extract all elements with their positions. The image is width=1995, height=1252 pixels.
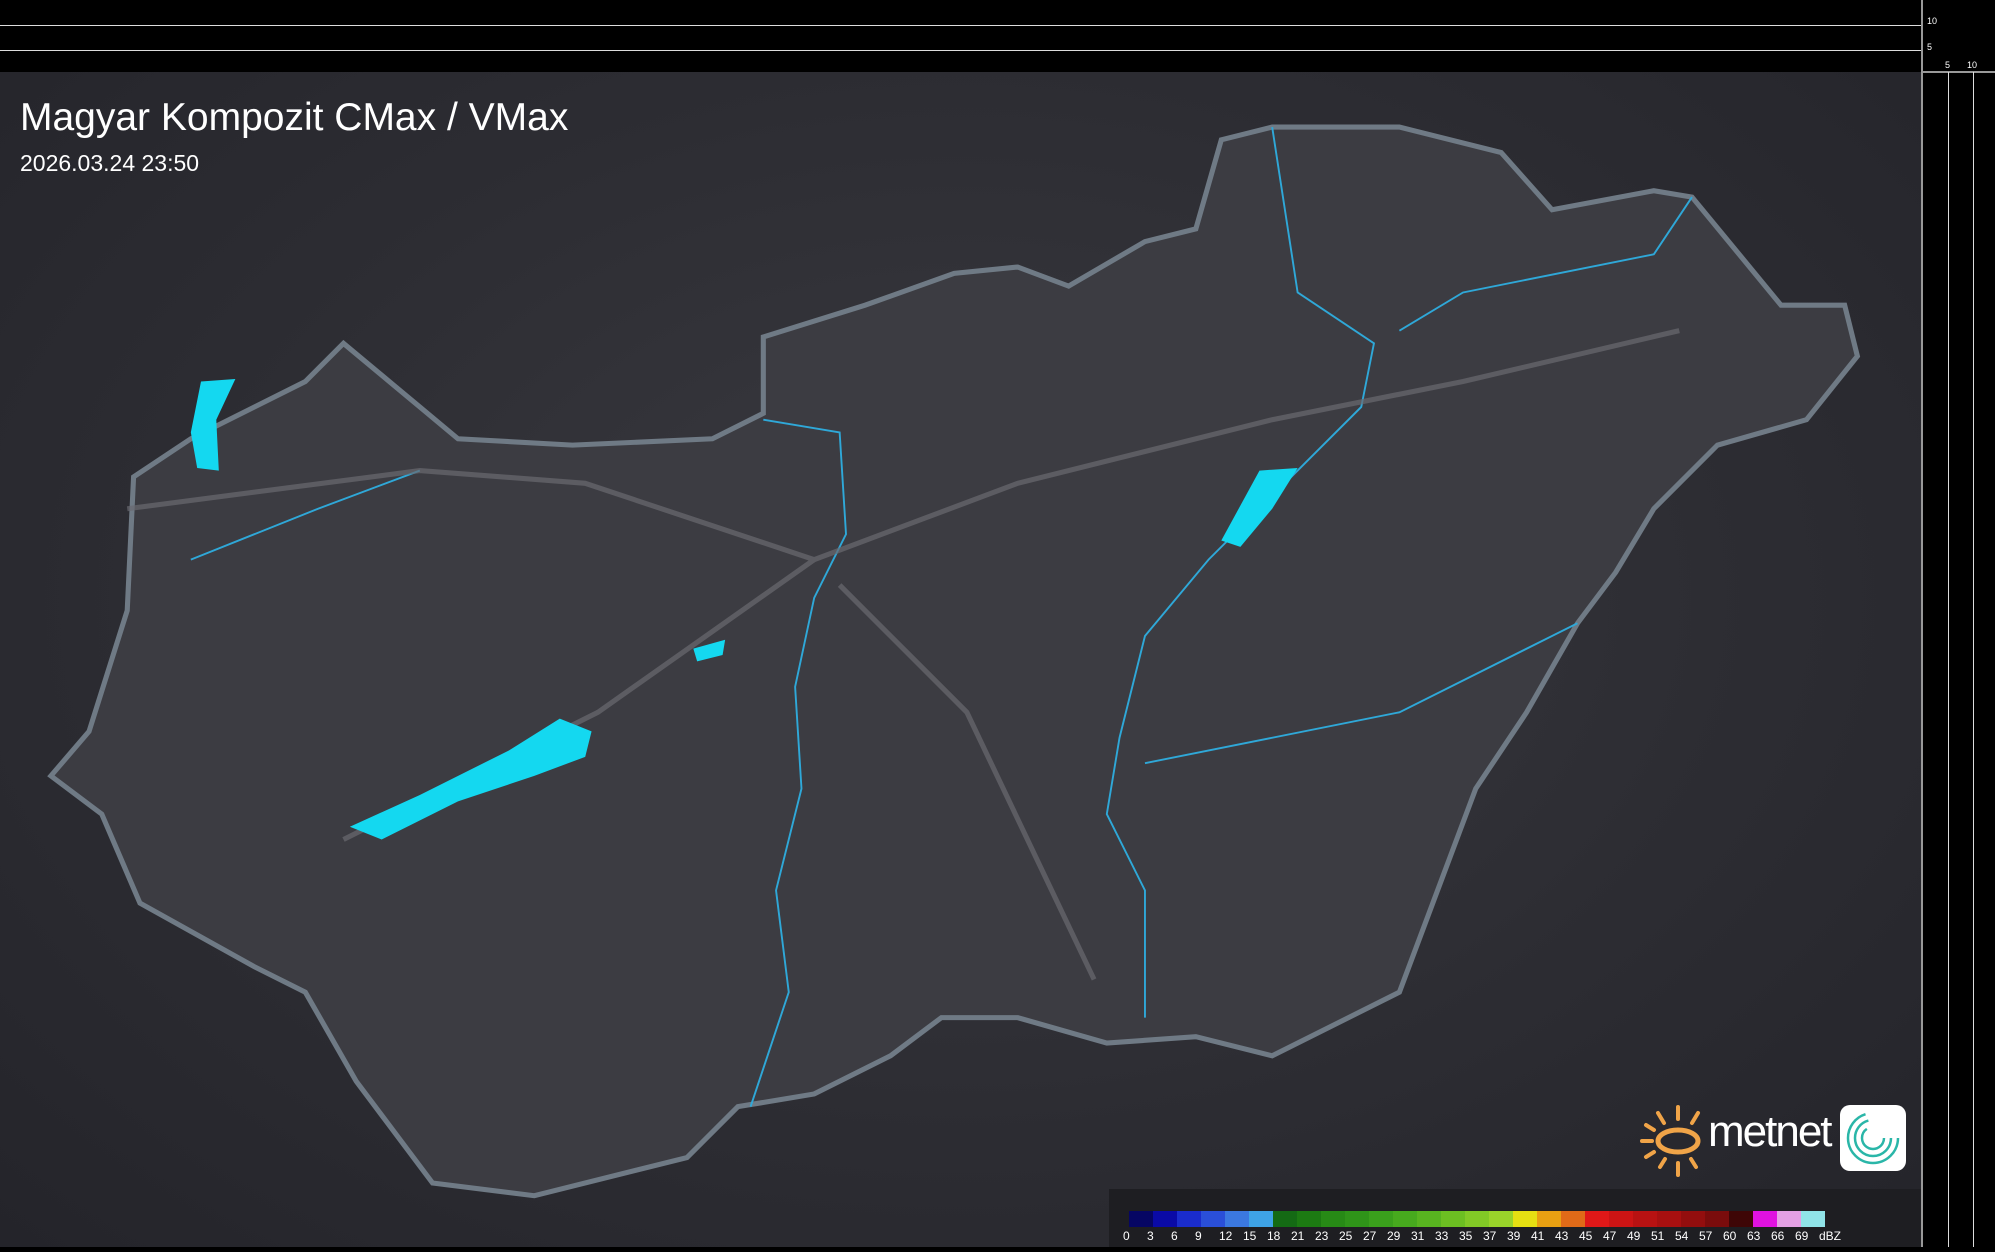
legend-swatch bbox=[1561, 1211, 1585, 1227]
legend-swatch bbox=[1465, 1211, 1489, 1227]
metnet-logo: metnet bbox=[1638, 1103, 1908, 1178]
legend-swatch bbox=[1513, 1211, 1537, 1227]
legend-label: 12 bbox=[1219, 1229, 1233, 1243]
legend-label: 54 bbox=[1675, 1229, 1689, 1243]
legend-swatch bbox=[1681, 1211, 1705, 1227]
legend-swatch bbox=[1585, 1211, 1609, 1227]
legend-swatch bbox=[1129, 1211, 1153, 1227]
legend-label: 37 bbox=[1483, 1229, 1497, 1243]
country-outline bbox=[47, 124, 1861, 1199]
tick-label: 5 bbox=[1945, 60, 1951, 70]
legend-swatch bbox=[1297, 1211, 1321, 1227]
legend-labels: 0 3 6 9 12 15 18 21 23 25 27 29 31 33 35 37 39 41 43 45 47 49… bbox=[1123, 1229, 1843, 1243]
legend-swatch bbox=[1201, 1211, 1225, 1227]
legend-label: 18 bbox=[1267, 1229, 1281, 1243]
legend-swatch bbox=[1441, 1211, 1465, 1227]
legend-label: 35 bbox=[1459, 1229, 1473, 1243]
legend-label: 33 bbox=[1435, 1229, 1449, 1243]
right-profile-panel: 10 5 5 10 bbox=[1921, 0, 1995, 1247]
legend-swatch bbox=[1609, 1211, 1633, 1227]
legend-swatch bbox=[1249, 1211, 1273, 1227]
lakes bbox=[190, 378, 1298, 840]
profile-line-5 bbox=[1948, 72, 1949, 1247]
legend-label: 43 bbox=[1555, 1229, 1569, 1243]
legend-unit: dBZ bbox=[1819, 1229, 1842, 1243]
divider bbox=[1923, 71, 1995, 73]
legend-label: 66 bbox=[1771, 1229, 1785, 1243]
legend-label: 69 bbox=[1795, 1229, 1809, 1243]
legend-label: 23 bbox=[1315, 1229, 1329, 1243]
legend-label: 63 bbox=[1747, 1229, 1761, 1243]
top-profile-panel bbox=[0, 0, 1995, 72]
legend-label: 0 bbox=[1123, 1229, 1130, 1243]
radar-app-icon bbox=[1840, 1105, 1906, 1171]
legend-label: 21 bbox=[1291, 1229, 1305, 1243]
legend-label: 47 bbox=[1603, 1229, 1617, 1243]
legend-swatch bbox=[1177, 1211, 1201, 1227]
legend-swatch bbox=[1777, 1211, 1801, 1227]
legend-swatch bbox=[1729, 1211, 1753, 1227]
legend-swatch bbox=[1753, 1211, 1777, 1227]
legend-swatch bbox=[1489, 1211, 1513, 1227]
legend-label: 45 bbox=[1579, 1229, 1593, 1243]
page-title: Magyar Kompozit CMax / VMax bbox=[20, 96, 569, 139]
legend-swatch bbox=[1537, 1211, 1561, 1227]
legend-swatch bbox=[1369, 1211, 1393, 1227]
legend-swatch bbox=[1345, 1211, 1369, 1227]
lake-tisza bbox=[1221, 468, 1298, 547]
legend-swatch bbox=[1321, 1211, 1345, 1227]
legend-swatch bbox=[1633, 1211, 1657, 1227]
legend-label: 27 bbox=[1363, 1229, 1377, 1243]
legend-swatches bbox=[1129, 1211, 1825, 1227]
legend-swatch bbox=[1225, 1211, 1249, 1227]
radar-map[interactable] bbox=[0, 72, 1921, 1247]
legend-swatch bbox=[1153, 1211, 1177, 1227]
tick-label: 5 bbox=[1927, 42, 1933, 52]
legend-label: 60 bbox=[1723, 1229, 1737, 1243]
profile-line-10 bbox=[0, 25, 1921, 26]
legend-label: 29 bbox=[1387, 1229, 1401, 1243]
logo-text: metnet bbox=[1708, 1107, 1833, 1156]
dbz-color-legend: 0 3 6 9 12 15 18 21 23 25 27 29 31 33 35 37 39 41 43 45 47 49… bbox=[1109, 1189, 1921, 1247]
legend-label: 9 bbox=[1195, 1229, 1202, 1243]
legend-label: 49 bbox=[1627, 1229, 1641, 1243]
tick-label: 10 bbox=[1967, 60, 1978, 70]
profile-line-5 bbox=[0, 50, 1921, 51]
lake-balaton bbox=[349, 718, 592, 840]
sun-icon bbox=[1640, 1105, 1701, 1177]
legend-swatch bbox=[1417, 1211, 1441, 1227]
tick-label: 10 bbox=[1927, 16, 1938, 26]
profile-line-10 bbox=[1973, 72, 1974, 1247]
legend-label: 25 bbox=[1339, 1229, 1353, 1243]
legend-swatch bbox=[1657, 1211, 1681, 1227]
legend-label: 41 bbox=[1531, 1229, 1545, 1243]
legend-label: 6 bbox=[1171, 1229, 1178, 1243]
legend-label: 15 bbox=[1243, 1229, 1257, 1243]
legend-label: 51 bbox=[1651, 1229, 1665, 1243]
legend-label: 3 bbox=[1147, 1229, 1154, 1243]
legend-swatch bbox=[1801, 1211, 1825, 1227]
legend-swatch bbox=[1393, 1211, 1417, 1227]
legend-label: 57 bbox=[1699, 1229, 1713, 1243]
legend-swatch bbox=[1273, 1211, 1297, 1227]
timestamp: 2026.03.24 23:50 bbox=[20, 150, 200, 176]
legend-label: 39 bbox=[1507, 1229, 1521, 1243]
lake-velence bbox=[693, 639, 726, 662]
rivers bbox=[190, 126, 1693, 1107]
hungary-map bbox=[47, 124, 1861, 1199]
lake-ferto bbox=[190, 378, 236, 471]
legend-swatch bbox=[1705, 1211, 1729, 1227]
legend-label: 31 bbox=[1411, 1229, 1425, 1243]
